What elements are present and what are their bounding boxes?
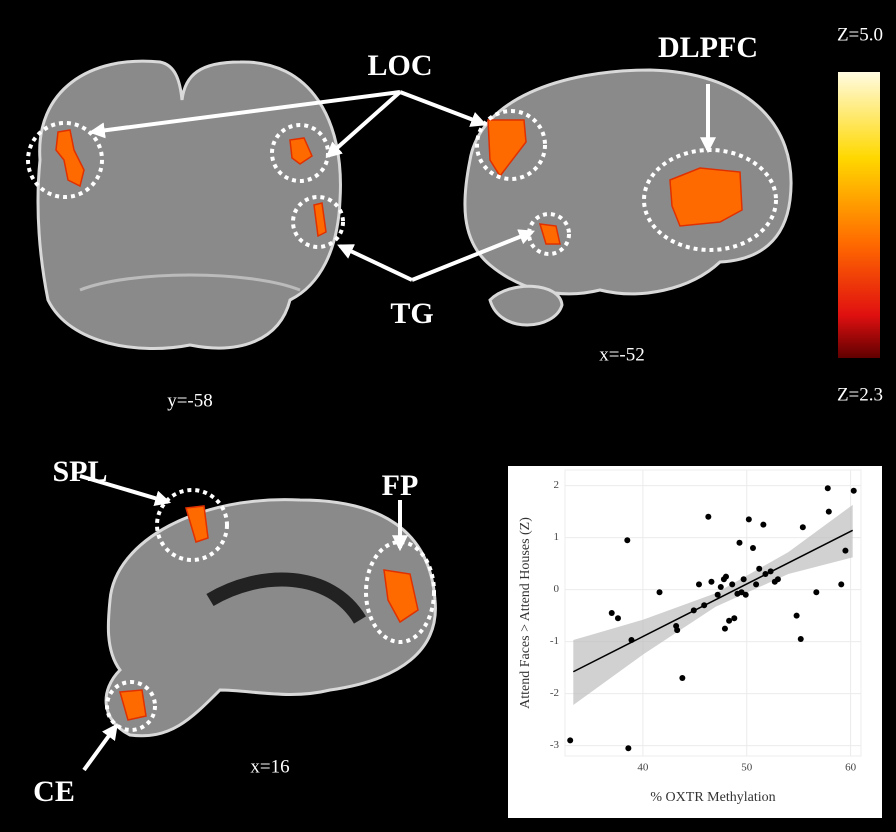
colorbar-min: Z=2.3 [837,384,883,405]
point [674,627,680,633]
point [825,485,831,491]
y-tick-label: 2 [554,479,560,491]
point [691,607,697,613]
y-axis-label: Attend Faces > Attend Houses (Z) [518,517,533,709]
y-tick-label: -3 [550,739,560,751]
point [696,581,702,587]
point [746,516,752,522]
label-loc: LOC [367,49,432,82]
point [753,581,759,587]
coord-label: x=-52 [599,344,645,365]
point [838,581,844,587]
point [756,566,762,572]
point [625,745,631,751]
y-tick-label: 1 [554,531,560,543]
point [718,584,724,590]
point [731,615,737,621]
point [615,615,621,621]
point [794,613,800,619]
point [736,540,742,546]
point [826,509,832,515]
point [762,571,768,577]
point [798,636,804,642]
point [708,579,714,585]
colorbar [838,72,880,358]
point [609,610,615,616]
y-tick-label: -2 [550,687,559,699]
point [657,589,663,595]
colorbar-max: Z=5.0 [837,24,883,45]
point [679,675,685,681]
point [726,618,732,624]
coord-label: x=16 [250,756,289,777]
point [705,514,711,520]
point [800,524,806,530]
point [743,592,749,598]
point [715,592,721,598]
point [701,602,707,608]
point [851,488,857,494]
point [729,581,735,587]
label-tg: TG [390,297,433,330]
y-tick-label: -1 [550,635,559,647]
point [722,626,728,632]
point [723,574,729,580]
point [567,737,573,743]
x-tick-label: 40 [637,762,649,774]
point [741,576,747,582]
label-spl: SPL [52,455,107,488]
x-tick-label: 60 [845,762,857,774]
label-fp: FP [382,469,419,502]
point [768,568,774,574]
point [775,576,781,582]
y-tick-label: 0 [554,583,560,595]
coord-label: y=-58 [167,390,213,411]
figure: LOC DLPFC TG SPL FP CE y=-58 x=-52 x=16 … [0,0,896,832]
x-axis-label: % OXTR Methylation [650,790,775,805]
point [624,537,630,543]
point [760,522,766,528]
point [628,637,634,643]
point [750,545,756,551]
x-tick-label: 50 [741,762,753,774]
label-dlpfc: DLPFC [658,31,758,64]
point [842,548,848,554]
label-ce: CE [33,775,75,808]
point [813,589,819,595]
